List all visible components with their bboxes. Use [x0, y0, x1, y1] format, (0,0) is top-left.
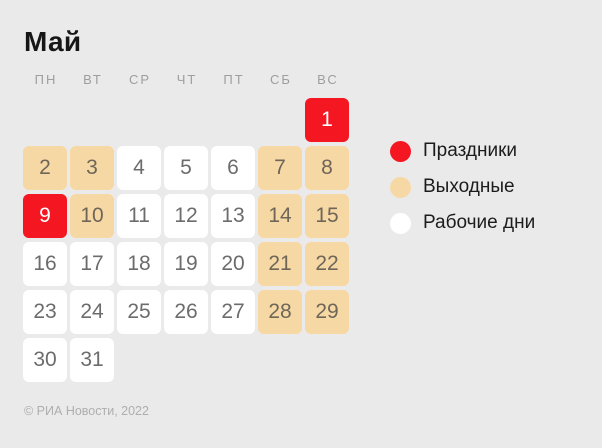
legend-label-holiday: Праздники: [423, 140, 517, 161]
day-cell-3: 3: [70, 146, 114, 190]
legend: Праздники Выходные Рабочие дни: [390, 140, 535, 234]
day-cell-22: 22: [305, 242, 349, 286]
weekend-dot-icon: [390, 176, 411, 198]
calendar-grid: 1 2 3 4 5 6 7 8 9 10 11 12 13 14 15 16 17 18 19 20 21 22 23 24 2…: [23, 98, 349, 382]
day-cell-6: 6: [211, 146, 255, 190]
day-cell-2: 2: [23, 146, 67, 190]
day-cell-1: 1: [305, 98, 349, 142]
weekday-row: ПН ВТ СР ЧТ ПТ СБ ВС: [23, 72, 349, 87]
day-cell-28: 28: [258, 290, 302, 334]
holiday-dot-icon: [390, 140, 411, 162]
weekday-label-2: ВТ: [83, 72, 103, 87]
day-cell-16: 16: [23, 242, 67, 286]
month-title: Май: [24, 26, 82, 57]
legend-item-work: Рабочие дни: [390, 212, 535, 234]
day-cell-4: 4: [117, 146, 161, 190]
day-cell-24: 24: [70, 290, 114, 334]
weekday-label-6: СБ: [270, 72, 292, 87]
legend-item-weekend: Выходные: [390, 176, 535, 198]
day-cell-5: 5: [164, 146, 208, 190]
work-dot-icon: [390, 212, 411, 234]
day-cell-27: 27: [211, 290, 255, 334]
weekday-label-1: ПН: [34, 72, 58, 87]
day-cell-13: 13: [211, 194, 255, 238]
day-cell-17: 17: [70, 242, 114, 286]
day-cell-23: 23: [23, 290, 67, 334]
day-cell-14: 14: [258, 194, 302, 238]
weekday-label-3: СР: [128, 72, 152, 87]
day-cell-30: 30: [23, 338, 67, 382]
day-cell-8: 8: [305, 146, 349, 190]
day-cell-20: 20: [211, 242, 255, 286]
day-cell-18: 18: [117, 242, 161, 286]
weekday-label-4: ЧТ: [176, 72, 198, 87]
day-cell-26: 26: [164, 290, 208, 334]
legend-label-weekend: Выходные: [423, 176, 515, 197]
day-cell-11: 11: [117, 194, 161, 238]
day-cell-12: 12: [164, 194, 208, 238]
day-cell-7: 7: [258, 146, 302, 190]
day-cell-21: 21: [258, 242, 302, 286]
weekday-label-5: ПТ: [223, 72, 245, 87]
day-cell-29: 29: [305, 290, 349, 334]
legend-label-work: Рабочие дни: [423, 212, 536, 233]
day-cell-25: 25: [117, 290, 161, 334]
legend-item-holiday: Праздники: [390, 140, 535, 162]
weekday-label-7: ВС: [317, 72, 339, 87]
day-cell-15: 15: [305, 194, 349, 238]
copyright-text: © РИА Новости, 2022: [24, 404, 149, 418]
day-cell-19: 19: [164, 242, 208, 286]
day-cell-31: 31: [70, 338, 114, 382]
day-cell-9: 9: [23, 194, 67, 238]
day-cell-10: 10: [70, 194, 114, 238]
